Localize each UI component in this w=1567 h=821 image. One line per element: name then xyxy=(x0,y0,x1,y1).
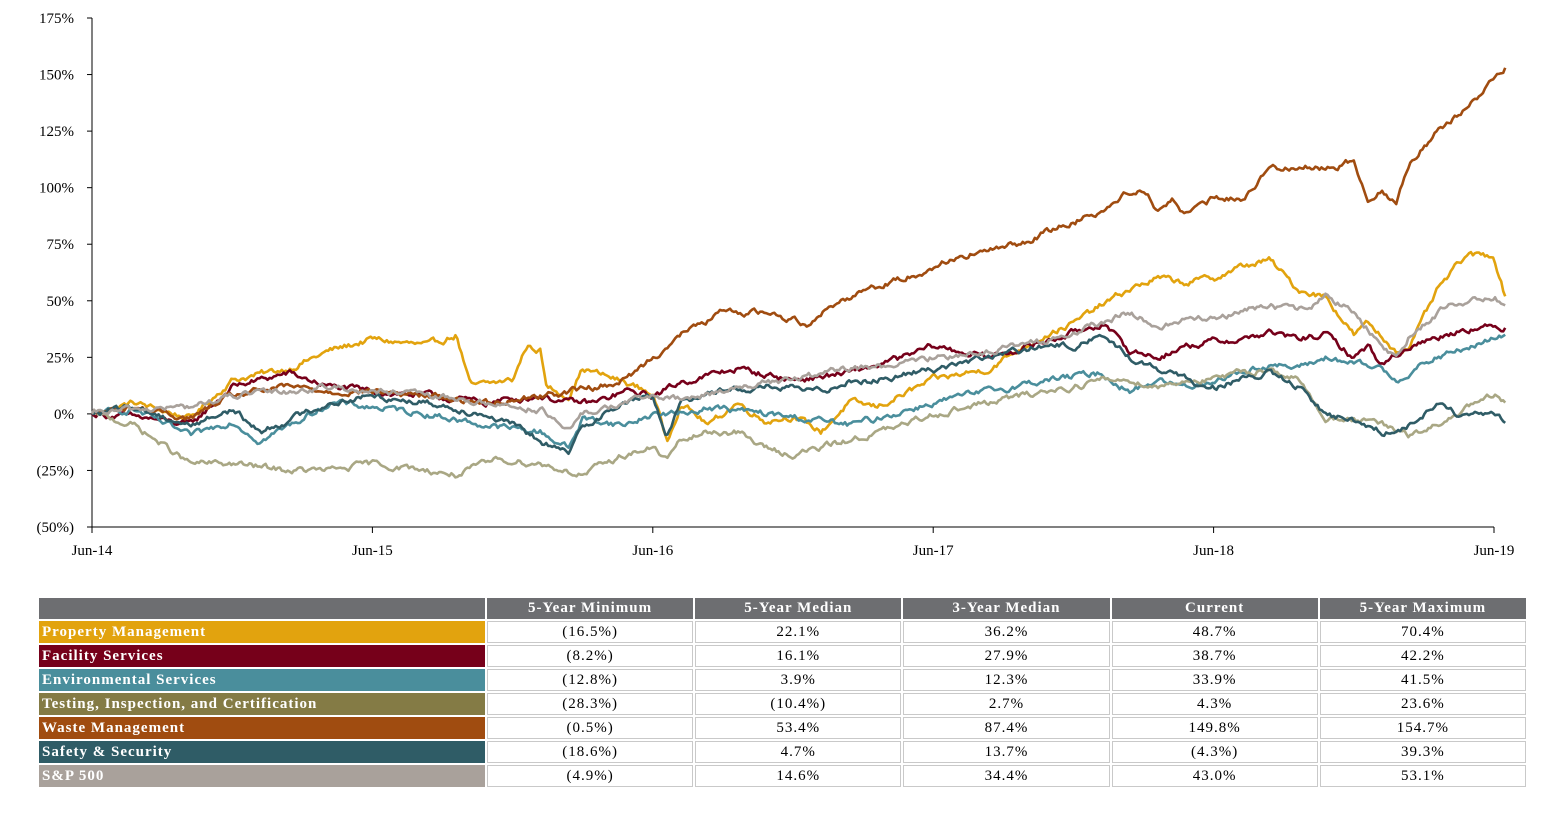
table-cell: (8.2%) xyxy=(487,645,694,667)
table-cell: 70.4% xyxy=(1319,621,1526,643)
table-cell: 12.3% xyxy=(903,669,1110,691)
header-5yr-min: 5-Year Minimum xyxy=(487,598,694,619)
table-row: Facility Services (8.2%) 16.1% 27.9% 38.7% 42… xyxy=(39,645,1526,667)
table-cell: 4.3% xyxy=(1111,693,1318,715)
table-cell: 149.8% xyxy=(1111,717,1318,739)
series-line-facility-services xyxy=(91,323,1507,426)
table-cell: (0.5%) xyxy=(487,717,694,739)
table-cell: 23.6% xyxy=(1319,693,1526,715)
y-tick-label: 50% xyxy=(47,294,75,310)
x-tick-label: Jun-18 xyxy=(1193,543,1234,559)
table-row: Safety & Security (18.6%) 4.7% 13.7% (4.3%) 3… xyxy=(39,741,1526,763)
y-tick-label: (50%) xyxy=(37,520,75,536)
row-label: Property Management xyxy=(39,621,485,643)
table-cell: 14.6% xyxy=(695,765,902,787)
y-tick-label: 150% xyxy=(39,68,74,84)
table-cell: 16.1% xyxy=(695,645,902,667)
chart-axes: 175% 150% 125% 100% 75% 50% 25% 0% (25%) (50%) Jun… xyxy=(37,11,1515,559)
series-layer xyxy=(90,67,1507,479)
row-label: Waste Management xyxy=(39,717,485,739)
table-row: Property Management (16.5%) 22.1% 36.2% 48.7… xyxy=(39,621,1526,643)
series-line-environmental-services xyxy=(90,333,1506,449)
table-cell: 43.0% xyxy=(1111,765,1318,787)
row-label: Facility Services xyxy=(39,645,485,667)
table-cell: (4.3%) xyxy=(1111,741,1318,763)
table-cell: 41.5% xyxy=(1319,669,1526,691)
x-tick-label: Jun-14 xyxy=(72,543,113,559)
table-cell: 13.7% xyxy=(903,741,1110,763)
y-tick-label: 100% xyxy=(39,181,74,197)
x-tick-label: Jun-15 xyxy=(352,543,393,559)
y-tick-label: 75% xyxy=(47,237,75,253)
y-tick-label: 175% xyxy=(39,11,74,27)
row-label: S&P 500 xyxy=(39,765,485,787)
table-cell: 27.9% xyxy=(903,645,1110,667)
table-row: Testing, Inspection, and Certification (2… xyxy=(39,693,1526,715)
y-tick-label: 125% xyxy=(39,124,74,140)
table-row: S&P 500 (4.9%) 14.6% 34.4% 43.0% 53.1% xyxy=(39,765,1526,787)
series-line-waste-management xyxy=(91,67,1507,421)
table-cell: 87.4% xyxy=(903,717,1110,739)
table-cell: 39.3% xyxy=(1319,741,1526,763)
table-cell: 34.4% xyxy=(903,765,1110,787)
table-row: Waste Management (0.5%) 53.4% 87.4% 149.8% 15… xyxy=(39,717,1526,739)
x-tick-label: Jun-17 xyxy=(913,543,954,559)
x-tick-label: Jun-19 xyxy=(1474,543,1515,559)
table-cell: (4.9%) xyxy=(487,765,694,787)
y-tick-label: 0% xyxy=(54,407,74,423)
performance-summary-table: 5-Year Minimum 5-Year Median 3-Year Medi… xyxy=(37,596,1528,789)
performance-line-chart: 175% 150% 125% 100% 75% 50% 25% 0% (25%) (50%) Jun… xyxy=(37,11,1515,559)
table-cell: (28.3%) xyxy=(487,693,694,715)
header-5yr-max: 5-Year Maximum xyxy=(1319,598,1526,619)
header-5yr-median: 5-Year Median xyxy=(695,598,902,619)
row-label: Safety & Security xyxy=(39,741,485,763)
y-tick-label: (25%) xyxy=(37,463,75,479)
table-cell: 4.7% xyxy=(695,741,902,763)
table-cell: (10.4%) xyxy=(695,693,902,715)
table-cell: 42.2% xyxy=(1319,645,1526,667)
table-cell: 3.9% xyxy=(695,669,902,691)
table-cell: 154.7% xyxy=(1319,717,1526,739)
table-cell: (16.5%) xyxy=(487,621,694,643)
table-cell: 36.2% xyxy=(903,621,1110,643)
table-row: Environmental Services (12.8%) 3.9% 12.3% 33… xyxy=(39,669,1526,691)
table-header-blank xyxy=(39,598,485,619)
series-line-s-p-500 xyxy=(90,292,1506,430)
y-tick-label: 25% xyxy=(47,350,75,366)
table-cell: (18.6%) xyxy=(487,741,694,763)
row-label: Environmental Services xyxy=(39,669,485,691)
table-cell: 38.7% xyxy=(1111,645,1318,667)
header-current: Current xyxy=(1111,598,1318,619)
x-tick-label: Jun-16 xyxy=(632,543,673,559)
table-cell: 48.7% xyxy=(1111,621,1318,643)
table-cell: (12.8%) xyxy=(487,669,694,691)
table-cell: 2.7% xyxy=(903,693,1110,715)
row-label: Testing, Inspection, and Certification xyxy=(39,693,485,715)
table-cell: 33.9% xyxy=(1111,669,1318,691)
series-line-safety-security xyxy=(91,333,1507,456)
header-3yr-median: 3-Year Median xyxy=(903,598,1110,619)
table-header-row: 5-Year Minimum 5-Year Median 3-Year Medi… xyxy=(39,598,1526,619)
table-cell: 53.4% xyxy=(695,717,902,739)
table-cell: 22.1% xyxy=(695,621,902,643)
table-cell: 53.1% xyxy=(1319,765,1526,787)
